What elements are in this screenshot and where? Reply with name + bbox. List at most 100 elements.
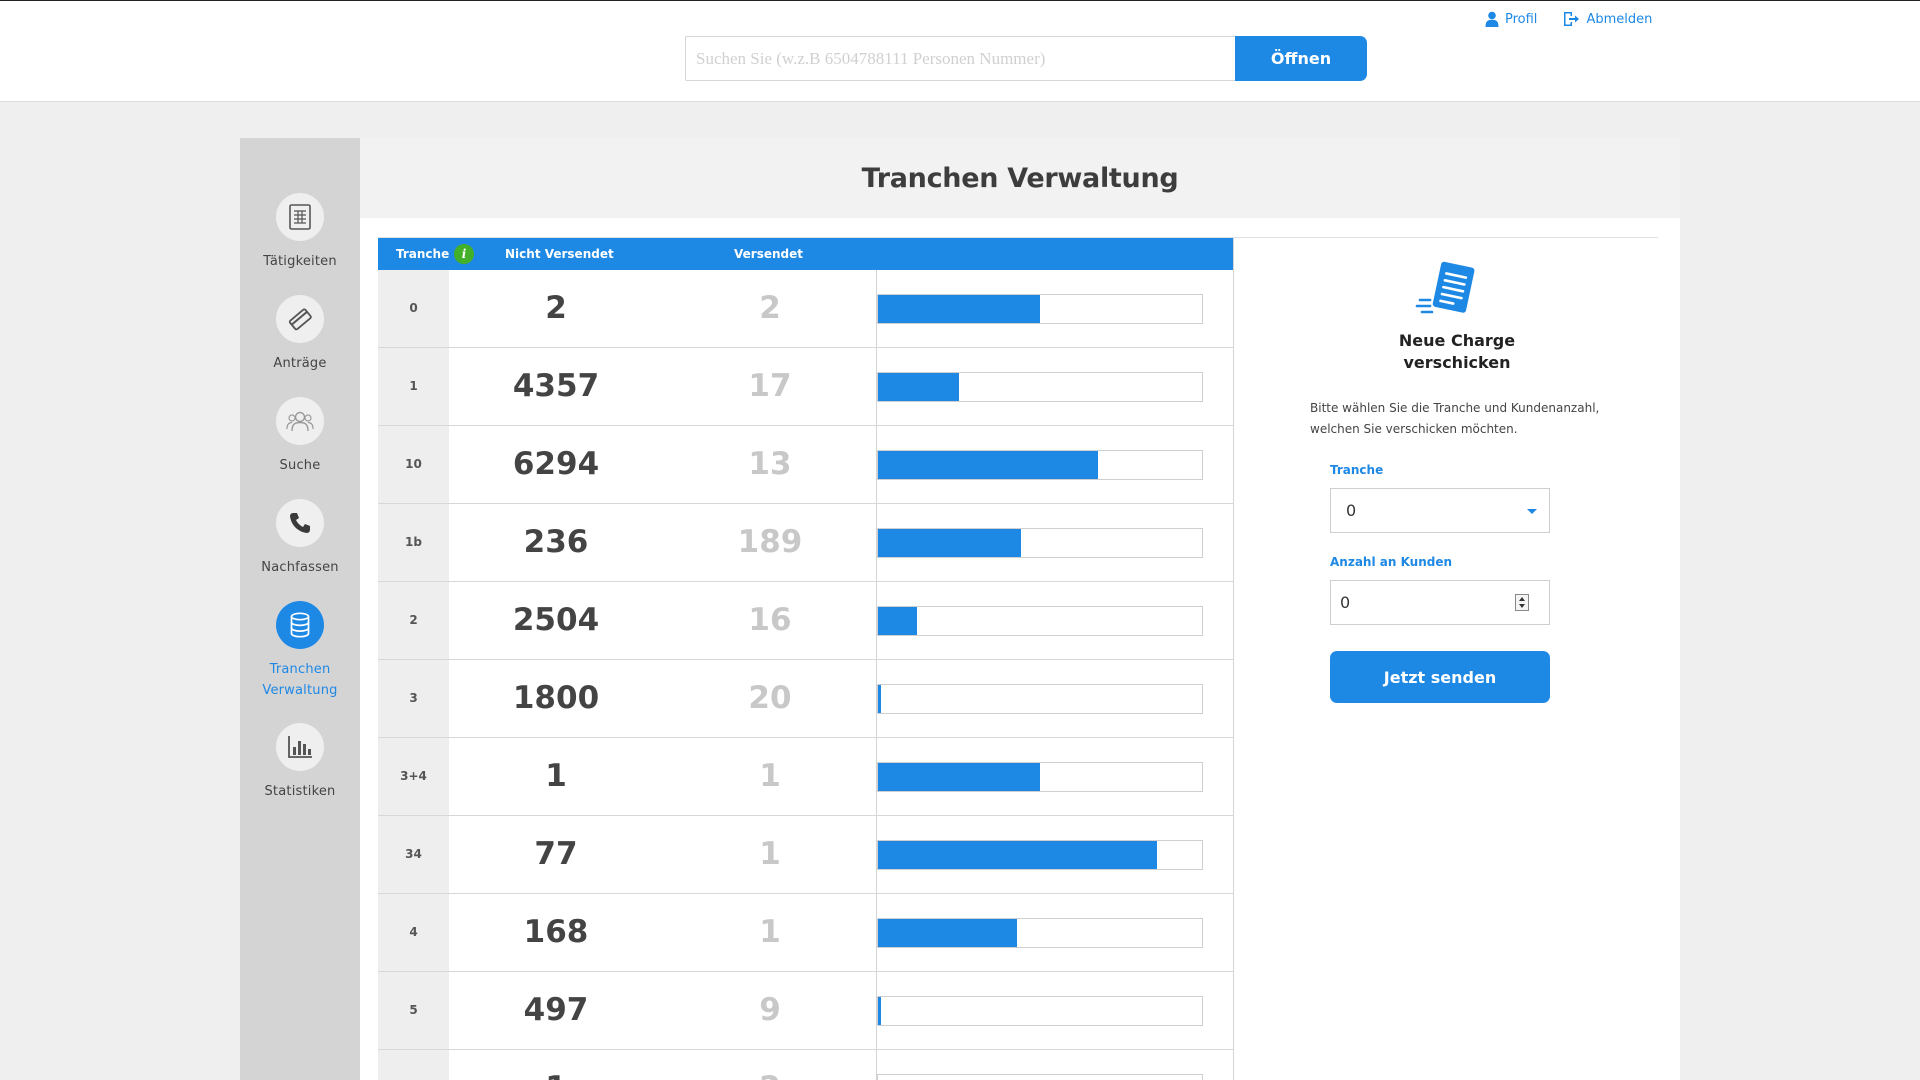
phone-icon: [290, 513, 310, 533]
nicht-versendet-cell: 2: [545, 290, 567, 326]
nicht-versendet-cell: 1800: [512, 680, 600, 716]
table-row: 3+4 1 1: [378, 738, 1233, 816]
sidebar-icon-circle: [276, 295, 324, 343]
profile-label: Profil: [1505, 11, 1538, 27]
tranche-cell: 3+4: [378, 738, 449, 815]
table-header: Tranche i Nicht Versendet Versendet: [378, 238, 1233, 270]
column-header-tranche[interactable]: Tranche: [396, 247, 450, 261]
search-bar: Öffnen: [685, 36, 1367, 81]
progress-bar-fill: [878, 763, 1040, 791]
tranche-cell: 34: [378, 816, 449, 893]
database-icon: [290, 612, 310, 638]
nicht-versendet-cell: 77: [534, 836, 578, 872]
panel-title-line-2: verschicken: [1403, 353, 1511, 372]
table-row: 12: [378, 1050, 1233, 1080]
column-divider: [876, 660, 877, 737]
column-header-nicht-versendet[interactable]: Nicht Versendet: [505, 247, 614, 261]
chevron-down-icon: [1527, 509, 1537, 514]
progress-bar: [877, 996, 1203, 1026]
tranche-cell: 0: [378, 270, 449, 347]
progress-bar: [877, 762, 1203, 792]
sidebar-item-label: Nachfassen: [261, 560, 339, 575]
tranche-cell: 2: [378, 582, 449, 659]
card-icon: [288, 308, 312, 331]
sidebar-icon-circle: [276, 397, 324, 445]
column-divider: [876, 426, 877, 503]
count-field-label: Anzahl an Kunden: [1330, 555, 1453, 569]
nicht-versendet-cell: 1: [449, 1050, 663, 1080]
table-row: 1b 236 189: [378, 504, 1233, 582]
column-divider: [876, 738, 877, 815]
versendet-cell: 1: [759, 758, 781, 794]
top-bar: Öffnen Profil Abmelden: [0, 0, 1920, 102]
versendet-cell: 13: [748, 446, 792, 482]
tranche-select-value: 0: [1346, 501, 1357, 520]
info-icon[interactable]: i: [454, 244, 474, 264]
sidebar-item-nachfassen[interactable]: Nachfassen: [240, 499, 360, 578]
profile-link[interactable]: Profil: [1485, 11, 1537, 27]
people-icon: [286, 411, 314, 432]
column-divider: [876, 504, 877, 581]
progress-bar: [877, 918, 1203, 948]
sidebar-item-suche[interactable]: Suche: [240, 397, 360, 476]
progress-bar: [877, 294, 1203, 324]
search-input[interactable]: [685, 36, 1235, 81]
nicht-versendet-cell: 6294: [512, 446, 600, 482]
table-row: 3 1800 20: [378, 660, 1233, 738]
progress-bar-fill: [878, 685, 881, 713]
column-header-versendet[interactable]: Versendet: [734, 247, 803, 261]
table-row: 34 77 1: [378, 816, 1233, 894]
nicht-versendet-cell: 236: [523, 524, 589, 560]
versendet-cell: 16: [748, 602, 792, 638]
progress-bar-fill: [878, 607, 917, 635]
logout-label: Abmelden: [1586, 11, 1653, 27]
spinner-icon[interactable]: [1515, 594, 1529, 611]
sidebar-item-tranchen-verwaltung[interactable]: Tranchen Verwaltung: [240, 601, 360, 701]
versendet-cell: 189: [737, 524, 803, 560]
table-row: 1 4357 17: [378, 348, 1233, 426]
customer-count-value: 0: [1340, 593, 1351, 612]
progress-bar-fill: [878, 295, 1040, 323]
sidebar-item-taetigkeiten[interactable]: Tätigkeiten: [240, 193, 360, 272]
logout-icon: [1564, 12, 1580, 26]
nicht-versendet-cell: 1: [545, 758, 567, 794]
progress-bar: [877, 606, 1203, 636]
column-divider: [876, 348, 877, 425]
tranche-cell: [378, 1050, 449, 1080]
table-row: 2 2504 16: [378, 582, 1233, 660]
tranche-field-label: Tranche: [1330, 463, 1384, 477]
send-batch-panel: Neue Charge verschicken Bitte wählen Sie…: [1234, 238, 1680, 1080]
document-icon: [289, 204, 311, 230]
progress-bar-fill: [878, 997, 881, 1025]
sidebar-item-label: Anträge: [273, 356, 327, 371]
tranche-cell: 3: [378, 660, 449, 737]
versendet-cell: 2: [663, 1050, 877, 1080]
versendet-cell: 1: [759, 914, 781, 950]
logout-link[interactable]: Abmelden: [1563, 11, 1652, 27]
sidebar: Tätigkeiten Anträge Suche Nachfassen Tra…: [240, 138, 360, 1080]
sidebar-icon-circle: [276, 723, 324, 771]
sidebar-item-label: Tranchen Verwaltung: [262, 662, 338, 698]
progress-bar: [877, 1074, 1203, 1080]
nicht-versendet-cell: 2504: [512, 602, 600, 638]
sidebar-item-antraege[interactable]: Anträge: [240, 295, 360, 374]
page-title: Tranchen Verwaltung: [861, 162, 1179, 194]
document-send-icon: [1415, 261, 1475, 314]
customer-count-stepper[interactable]: 0: [1330, 580, 1550, 625]
panel-description: Bitte wählen Sie die Tranche und Kundena…: [1310, 401, 1600, 436]
send-now-button[interactable]: Jetzt senden: [1330, 651, 1550, 703]
tranche-cell: 1: [378, 348, 449, 425]
bar-chart-icon: [288, 736, 312, 758]
divider: [378, 237, 1658, 238]
table-row: 10 6294 13: [378, 426, 1233, 504]
table-row: 4 168 1: [378, 894, 1233, 972]
tranche-select[interactable]: 0: [1330, 488, 1550, 533]
tranche-cell: 4: [378, 894, 449, 971]
sidebar-item-statistiken[interactable]: Statistiken: [240, 723, 360, 802]
sidebar-icon-circle: [276, 601, 324, 649]
open-button[interactable]: Öffnen: [1235, 36, 1367, 81]
column-divider: [876, 270, 877, 347]
versendet-cell: 2: [759, 290, 781, 326]
progress-bar-fill: [878, 919, 1017, 947]
